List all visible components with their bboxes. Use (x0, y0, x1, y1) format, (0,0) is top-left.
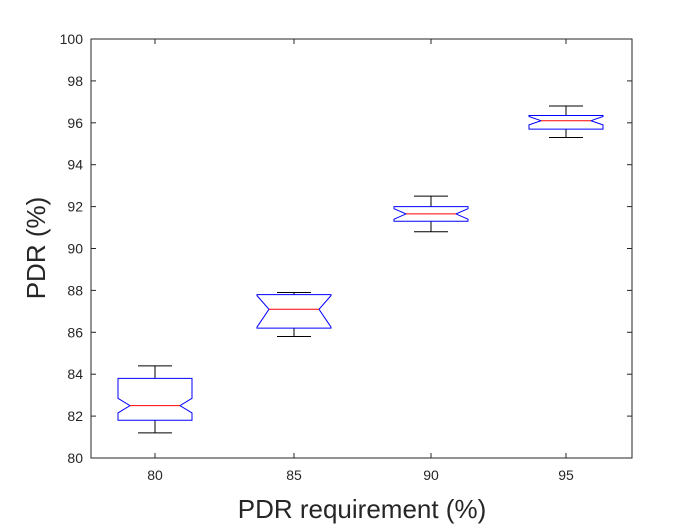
y-tick-label: 94 (67, 157, 83, 173)
y-tick-label: 82 (67, 408, 83, 424)
y-tick-label: 98 (67, 73, 83, 89)
x-tick-label: 80 (147, 467, 163, 483)
tick-layer: 80 82 84 86 88 90 92 94 96 98 100 80 85 90 95 (60, 31, 632, 483)
x-axis-label: PDR requirement (%) (238, 494, 487, 524)
notched-box (117, 377, 193, 421)
y-tick-label: 90 (67, 241, 83, 257)
y-tick-label: 84 (67, 366, 83, 382)
y-tick-label: 80 (67, 450, 83, 466)
y-tick-label: 92 (67, 199, 83, 215)
y-tick-label: 88 (67, 282, 83, 298)
x-tick-label: 90 (423, 467, 439, 483)
x-tick-label: 85 (286, 467, 302, 483)
notched-box (393, 206, 469, 222)
y-tick-label: 96 (67, 115, 83, 131)
notched-box (256, 294, 332, 329)
box-80 (117, 365, 193, 434)
box-95 (528, 105, 604, 138)
box-85 (256, 291, 332, 337)
box-90 (393, 195, 469, 233)
x-tick-label: 95 (558, 467, 574, 483)
y-tick-label: 100 (60, 31, 84, 47)
plot-area (90, 38, 633, 459)
y-axis-label: PDR (%) (21, 197, 51, 300)
boxes-layer (117, 105, 604, 434)
y-tick-label: 86 (67, 324, 83, 340)
notched-box (528, 114, 604, 130)
